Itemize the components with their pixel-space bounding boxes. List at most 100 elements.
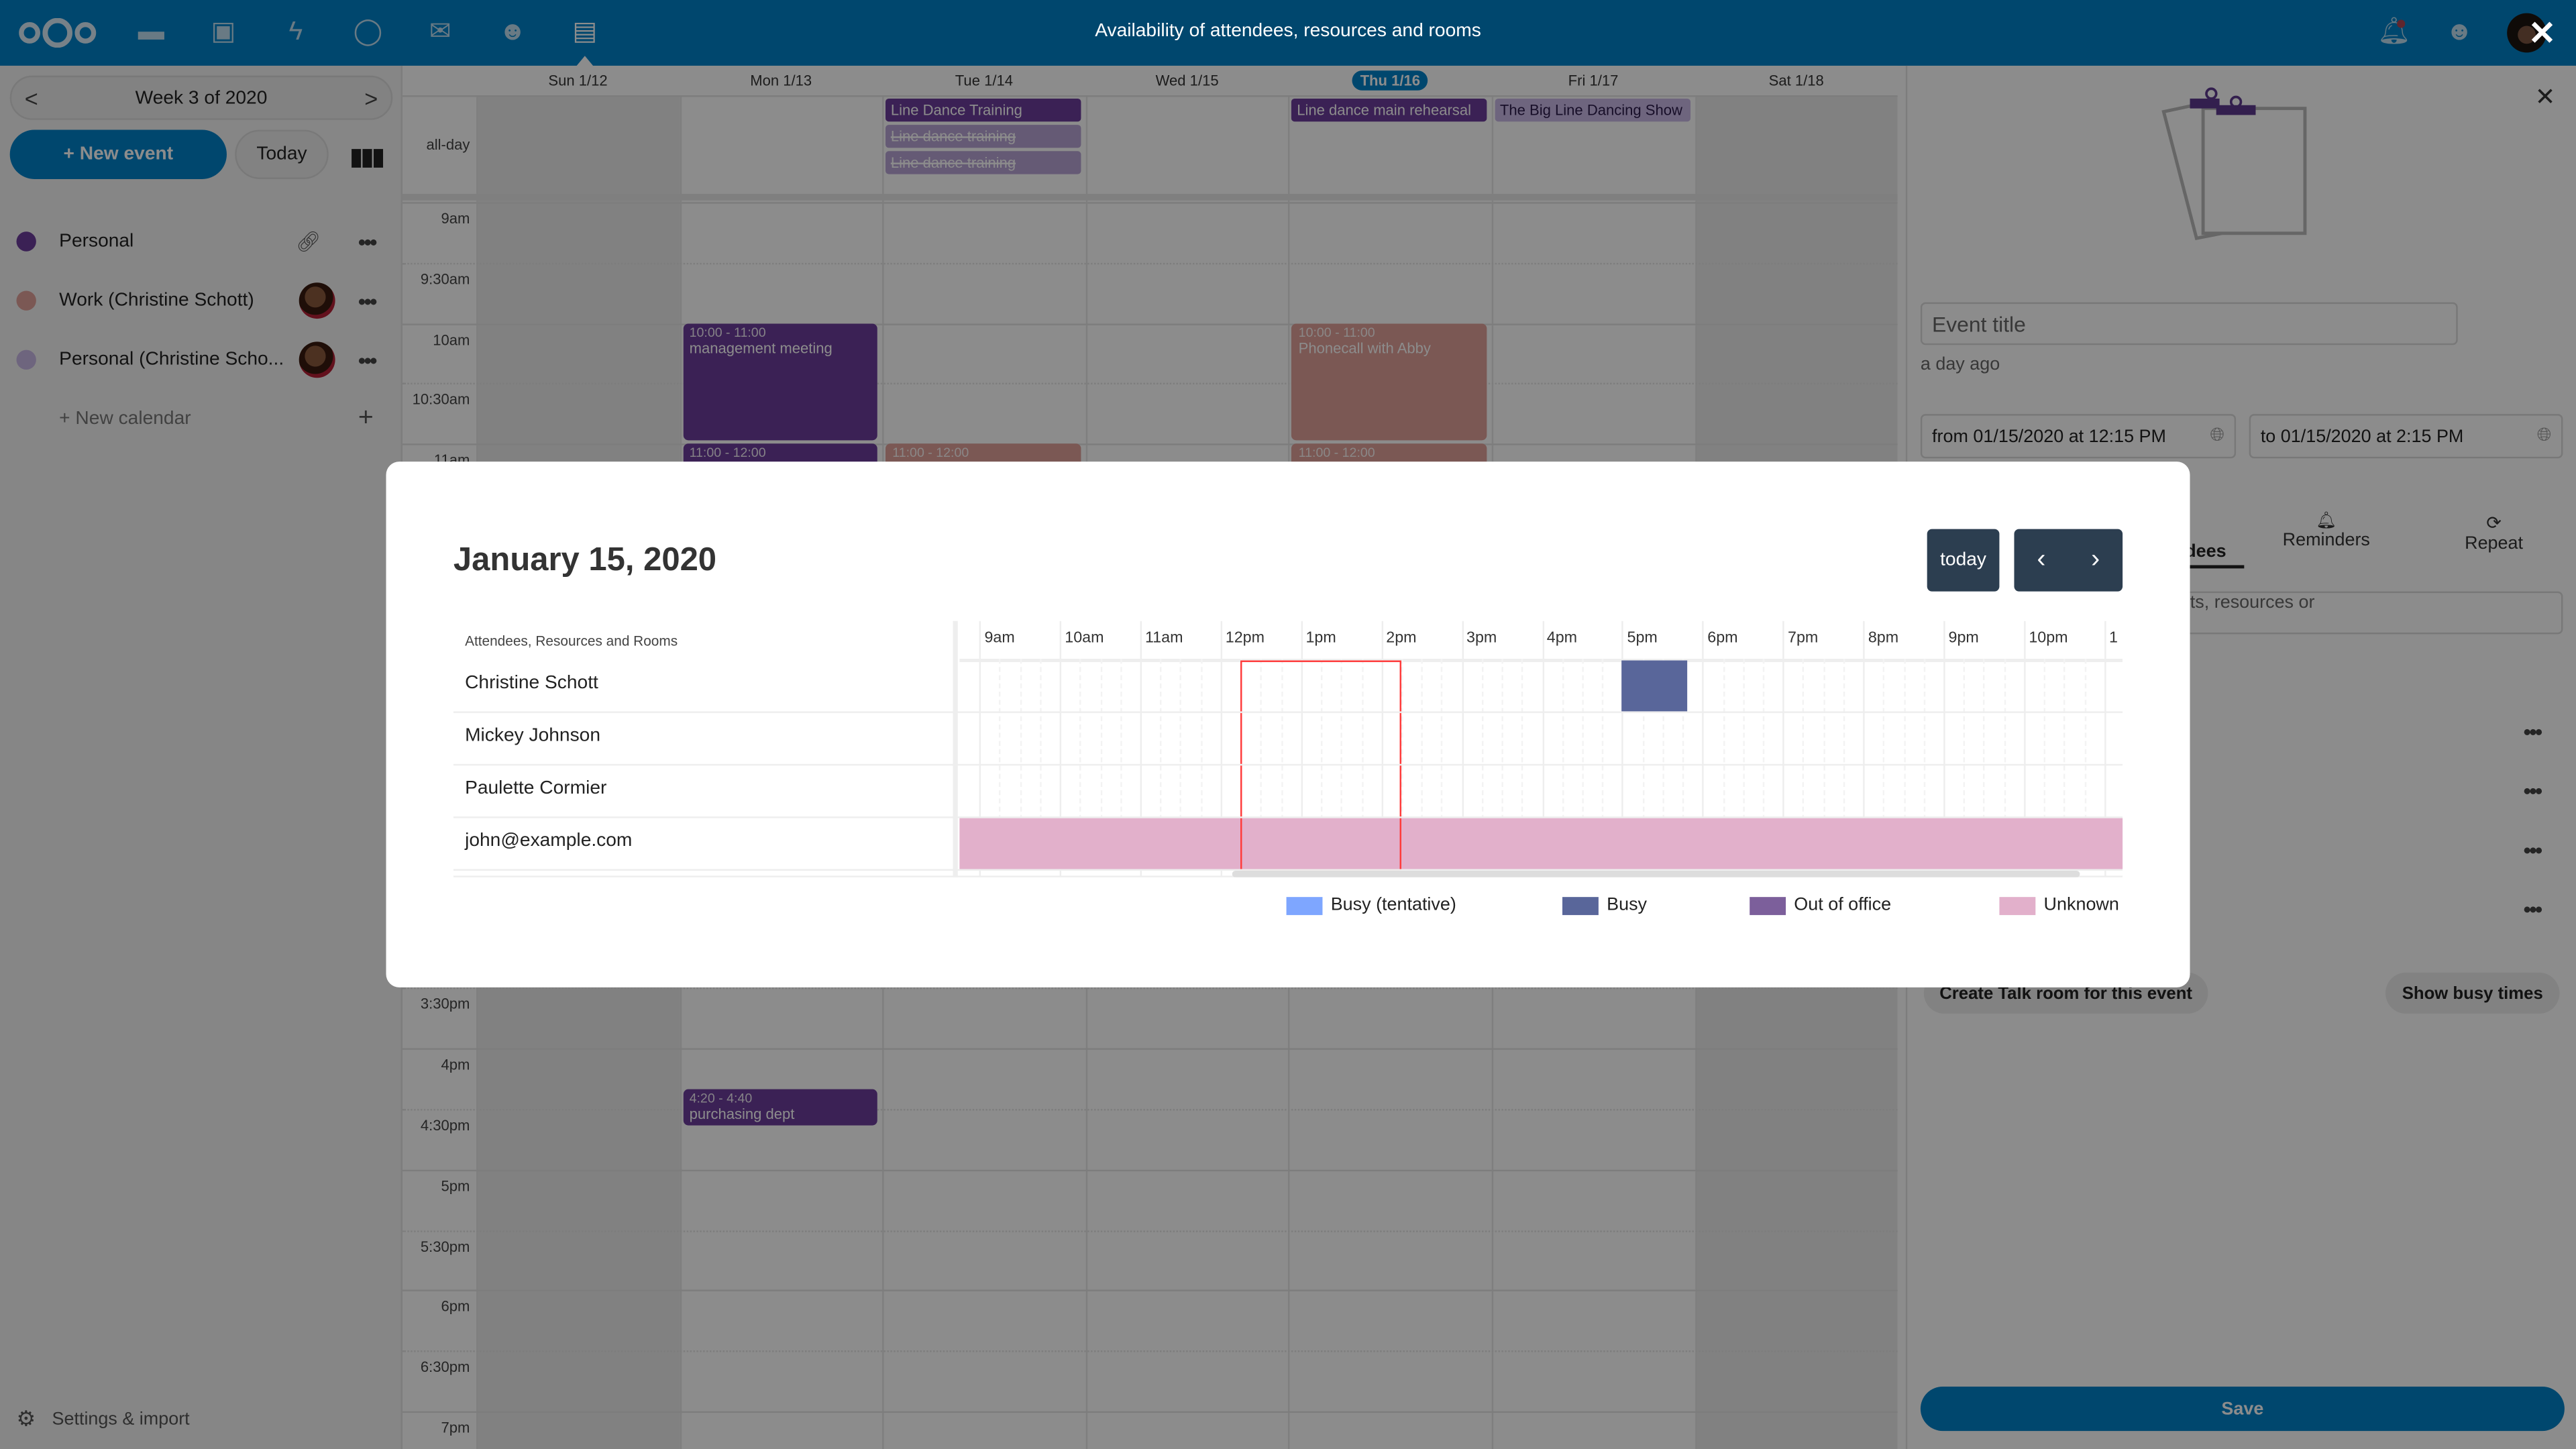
more-actions-icon[interactable]: •••: [358, 288, 377, 313]
legend-label: Busy (tentative): [1330, 895, 1456, 916]
view-switcher-icon[interactable]: ▮▮▮: [350, 143, 385, 170]
talk-icon[interactable]: ◯: [353, 17, 383, 46]
legend-item: Unknown: [1999, 895, 2119, 916]
show-busy-times-button[interactable]: Show busy times: [2385, 972, 2560, 1014]
end-date-input[interactable]: to 01/15/2020 at 2:15 PM 🌐︎: [2249, 414, 2563, 459]
previous-week-button[interactable]: <: [24, 85, 38, 111]
more-actions-icon[interactable]: •••: [358, 347, 377, 372]
timezone-globe-icon[interactable]: 🌐︎: [2210, 425, 2224, 445]
new-calendar-button[interactable]: + New calendar +: [16, 399, 394, 439]
next-day-button[interactable]: ›: [2091, 545, 2100, 574]
day-header-label: Fri 1/17: [1568, 72, 1619, 89]
close-modal-icon[interactable]: ✕: [2528, 16, 2557, 53]
week-label[interactable]: Week 3 of 2020: [135, 88, 268, 108]
start-date-input[interactable]: from 01/15/2020 at 12:15 PM 🌐︎: [1920, 414, 2237, 459]
legend-label: Unknown: [2043, 895, 2119, 916]
calendar-event[interactable]: 4:20 - 4:40 purchasing dept: [682, 1088, 878, 1126]
legend-label: Out of office: [1794, 895, 1892, 916]
time-slot-line: [402, 1048, 1898, 1051]
top-bar: ▬ ▣ ϟ ◯ ✉ ☻ ▤ 🔔︎ ☻: [0, 0, 2576, 66]
hour-gridline: [1943, 621, 1945, 877]
attendee-actions-icon[interactable]: •••: [2523, 719, 2542, 745]
new-calendar-label: + New calendar: [59, 409, 191, 429]
day-header[interactable]: Mon 1/13: [680, 66, 883, 95]
hour-label: 2pm: [1386, 629, 1417, 647]
day-header-label: Sun 1/12: [548, 72, 608, 89]
contacts-menu-icon[interactable]: ☻: [2445, 17, 2473, 46]
new-event-button[interactable]: + New event: [9, 129, 227, 179]
next-week-button[interactable]: >: [364, 85, 378, 111]
photos-icon[interactable]: ▣: [211, 17, 236, 46]
day-header[interactable]: Tue 1/14: [883, 66, 1086, 95]
share-link-icon[interactable]: 🔗︎: [295, 229, 321, 254]
horizontal-scrollbar[interactable]: [1232, 870, 2080, 877]
day-header-label: Wed 1/15: [1155, 72, 1219, 89]
today-button[interactable]: Today: [235, 129, 329, 179]
today-button[interactable]: today: [1927, 529, 2000, 592]
legend-item: Out of office: [1750, 896, 1891, 915]
day-header[interactable]: Fri 1/17: [1492, 66, 1695, 95]
day-header[interactable]: Sun 1/12: [476, 66, 680, 95]
day-header-label: Tue 1/14: [955, 72, 1013, 89]
hour-gridline: [1863, 621, 1865, 877]
timeline-header-border: [959, 659, 2123, 662]
mail-icon[interactable]: ✉: [429, 17, 451, 46]
hour-label: 10am: [1065, 629, 1104, 647]
more-actions-icon[interactable]: •••: [358, 229, 377, 254]
calendar-item-personal-christine[interactable]: Personal (Christine Scho... •••: [16, 340, 394, 380]
close-sidebar-icon[interactable]: ✕: [2534, 83, 2556, 112]
nextcloud-logo[interactable]: [16, 17, 98, 48]
previous-day-button[interactable]: ‹: [2037, 545, 2046, 574]
hour-gridline: [2104, 621, 2106, 877]
attendee-actions-icon[interactable]: •••: [2523, 837, 2542, 863]
event-title-input[interactable]: Event title: [1920, 302, 2458, 345]
all-day-event[interactable]: Line dance main rehearsal: [1291, 98, 1487, 122]
calendar-event[interactable]: 10:00 - 11:00 Phonecall with Abby: [1291, 323, 1487, 441]
all-day-event[interactable]: The Big Line Dancing Show: [1495, 98, 1690, 122]
tab-label: Reminders: [2282, 531, 2370, 551]
all-day-event[interactable]: Line dance training: [885, 151, 1081, 174]
row-border: [453, 816, 2123, 818]
all-day-event[interactable]: Line Dance Training: [885, 98, 1081, 122]
time-slot-line: [402, 1290, 1898, 1292]
modified-text: a day ago: [1920, 354, 2000, 375]
hour-gridline: [1220, 621, 1222, 877]
attendee-name: Paulette Cormier: [465, 778, 607, 799]
attendee-name: Mickey Johnson: [465, 726, 601, 746]
hour-gridline: [1381, 621, 1383, 877]
modal-date-title: January 15, 2020: [453, 542, 717, 579]
day-header[interactable]: Sat 1/18: [1695, 66, 1898, 95]
timezone-globe-icon[interactable]: 🌐︎: [2536, 425, 2552, 445]
tab-repeat[interactable]: ⟳ Repeat: [2428, 513, 2560, 554]
row-border: [453, 711, 2123, 713]
calendar-item-work[interactable]: Work (Christine Schott) •••: [16, 281, 394, 321]
all-day-event[interactable]: Line dance training: [885, 125, 1081, 148]
day-header[interactable]: Thu 1/16: [1289, 66, 1492, 95]
day-header-label: Mon 1/13: [750, 72, 812, 89]
legend-swatch: [1562, 896, 1599, 914]
hour-gridline: [1140, 621, 1142, 877]
activity-icon[interactable]: ϟ: [288, 17, 303, 46]
notifications-icon[interactable]: 🔔︎: [2377, 17, 2411, 46]
calendar-event[interactable]: 10:00 - 11:00 management meeting: [682, 323, 878, 441]
tab-reminders[interactable]: 🔔︎ Reminders: [2261, 513, 2392, 550]
calendar-item-personal[interactable]: Personal 🔗︎ •••: [16, 222, 394, 262]
files-icon[interactable]: ▬: [138, 17, 164, 46]
attendee-actions-icon[interactable]: •••: [2523, 897, 2542, 922]
save-button[interactable]: Save: [1920, 1386, 2565, 1432]
calendar-label: Personal: [59, 231, 134, 252]
time-label: 3:30pm: [420, 996, 470, 1013]
plus-icon[interactable]: +: [358, 404, 374, 433]
legend-swatch: [1999, 896, 2036, 914]
settings-button[interactable]: ⚙ Settings & import: [16, 1406, 189, 1432]
event-title: management meeting: [689, 339, 833, 356]
free-busy-block-busy: [1622, 660, 1686, 712]
attendee-actions-icon[interactable]: •••: [2523, 778, 2542, 804]
event-time: 10:00 - 11:00: [1298, 324, 1375, 339]
user-avatar[interactable]: [2507, 13, 2546, 53]
hour-label: 8pm: [1868, 629, 1899, 647]
day-header[interactable]: Wed 1/15: [1085, 66, 1289, 95]
calendar-icon[interactable]: ▤: [572, 17, 598, 46]
contacts-icon[interactable]: ☻: [498, 17, 527, 46]
hour-label: 1: [2109, 629, 2118, 647]
